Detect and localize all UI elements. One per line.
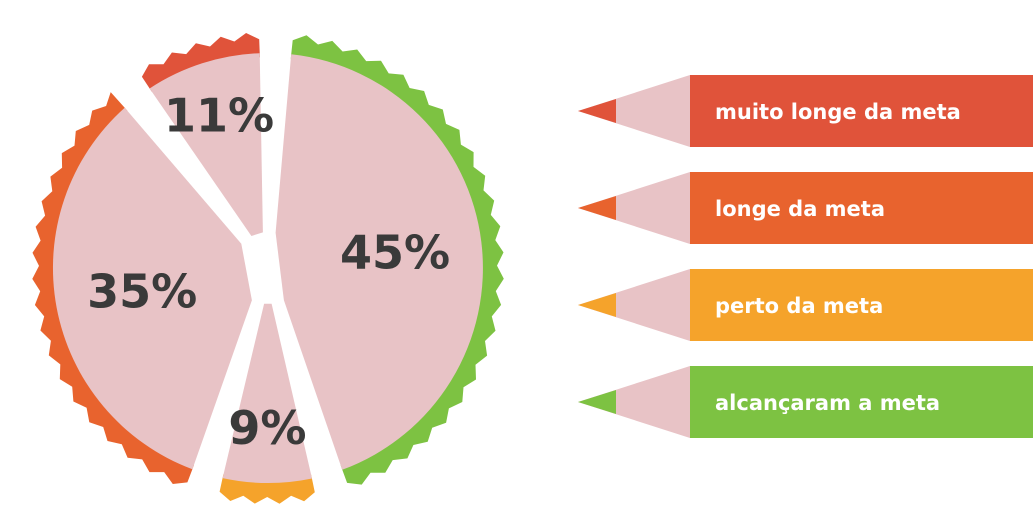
pie-value-labels: 45% 9% 35% 11%	[87, 89, 450, 455]
legend-pencil-cone	[578, 269, 690, 341]
legend-swatch	[690, 172, 1033, 244]
legend-pencil-tip	[578, 293, 616, 317]
slice-wedge-perto-da-meta	[222, 303, 312, 484]
legend-label-perto-da-meta: perto da meta	[715, 294, 883, 318]
legend-pencil-tip	[578, 99, 616, 123]
legend-item-muito-longe-da-meta: muito longe da meta	[578, 75, 1033, 147]
legend-pencil-tip	[578, 196, 616, 220]
slice-value-label-perto-da-meta: 9%	[228, 401, 306, 455]
legend-swatch	[690, 75, 1033, 147]
legend-label-longe-da-meta: longe da meta	[715, 197, 885, 221]
legend-item-alcancaram-a-meta: alcançaram a meta	[578, 366, 1033, 438]
pie-slice-alcancaram-a-meta	[275, 35, 504, 485]
legend: muito longe da meta longe da meta perto da…	[578, 75, 1033, 438]
slice-wedge-alcancaram-a-meta	[275, 54, 483, 470]
legend-pencil-cone	[578, 366, 690, 438]
slice-wedge-longe-da-meta	[52, 107, 252, 470]
legend-pencil-tip	[578, 390, 616, 414]
legend-swatch	[690, 269, 1033, 341]
slice-value-label-muito-longe-da-meta: 11%	[164, 89, 274, 143]
legend-pencil-cone	[578, 75, 690, 147]
legend-label-alcancaram-a-meta: alcançaram a meta	[715, 391, 940, 415]
legend-item-longe-da-meta: longe da meta	[578, 172, 1033, 244]
pie-slices	[32, 33, 504, 504]
slice-value-label-alcancaram-a-meta: 45%	[340, 225, 450, 279]
pie-slice-muito-longe-da-meta	[141, 33, 263, 237]
legend-pencil-cone	[578, 172, 690, 244]
legend-item-perto-da-meta: perto da meta	[578, 269, 1033, 341]
legend-label-muito-longe-da-meta: muito longe da meta	[715, 100, 961, 124]
legend-swatch	[690, 366, 1033, 438]
slice-value-label-longe-da-meta: 35%	[87, 265, 197, 319]
pie-slice-longe-da-meta	[32, 92, 252, 484]
pie-slice-perto-da-meta	[219, 303, 315, 504]
slice-wedge-muito-longe-da-meta	[149, 53, 263, 237]
